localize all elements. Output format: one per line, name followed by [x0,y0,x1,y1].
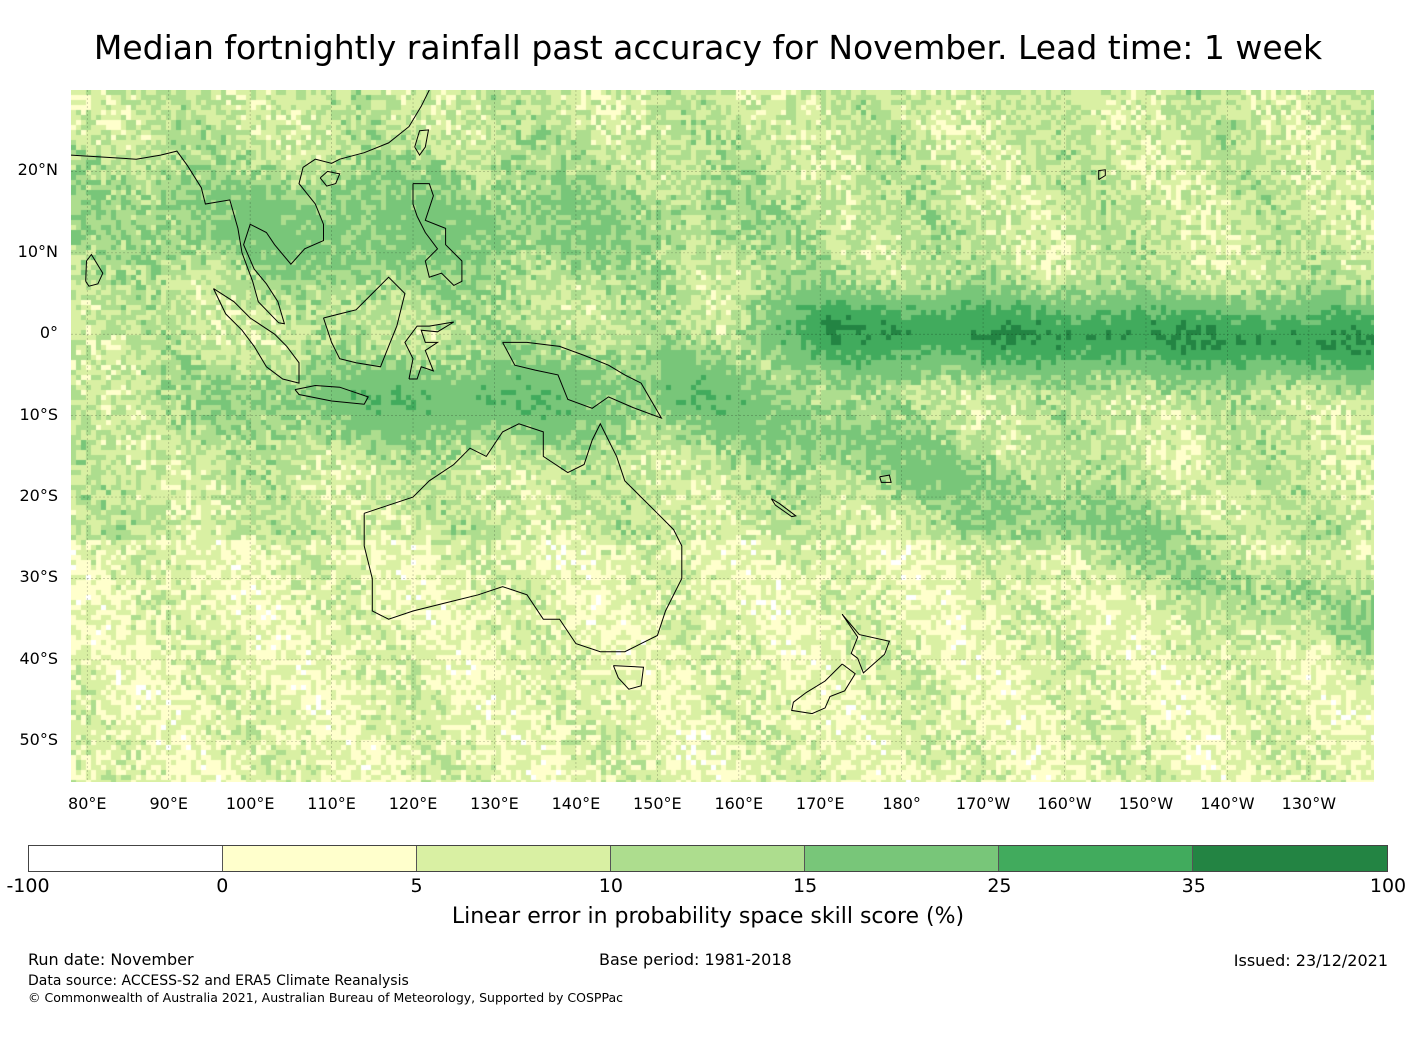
new-zealand-south-outline [791,663,856,715]
lon-tick-label: 130°E [470,794,519,813]
mainland-se-asia-outline [71,90,430,325]
colorbar-label: Linear error in probability space skill … [451,904,965,929]
copyright-notice: © Commonwealth of Australia 2021, Austra… [28,990,623,1005]
data-source: Data source: ACCESS-S2 and ERA5 Climate … [28,973,409,989]
lon-tick-label: 170°E [795,794,845,813]
hainan-outline [319,170,341,187]
colorbar [28,845,1388,872]
skill-score-map[interactable] [71,90,1374,782]
colorbar-segment [29,846,223,871]
new-guinea-outline [502,341,663,420]
lon-tick-label: 80°E [68,794,107,813]
lon-tick-label: 170°W [955,794,1011,813]
lat-tick-label: 20°S [19,486,58,506]
colorbar-segment [999,846,1193,871]
fiji-outline [879,474,892,483]
colorbar-tick-label: 100 [1369,875,1407,897]
colorbar-segment [611,846,805,871]
lat-tick-label: 0° [39,323,58,343]
lon-tick-label: 110°E [307,794,356,813]
lon-tick-label: 140°W [1200,794,1255,813]
borneo-outline [323,276,406,368]
coastline-and-grid-overlay [71,90,1374,782]
coastlines [71,90,1106,715]
lon-tick-label: 160°W [1037,794,1092,813]
colorbar-tick-label: 25 [987,875,1012,897]
colorbar-segment [223,846,417,871]
lon-tick-label: 150°E [633,794,682,813]
lon-tick-label: 90°E [149,794,188,813]
lon-tick-label: 160°E [714,794,764,813]
colorbar-tick-label: 5 [410,875,423,897]
lon-tick-label: 150°W [1118,794,1174,813]
sumatra-outline [213,288,300,384]
colorbar-tick-label: 0 [216,875,229,897]
lat-tick-label: 50°S [19,730,58,750]
colorbar-tick-label: 15 [793,875,818,897]
base-period: Base period: 1981-2018 [599,950,792,969]
run-date: Run date: November [28,950,194,969]
lon-tick-label: 140°E [551,794,601,813]
new-zealand-north-outline [841,613,891,674]
issued-date: Issued: 23/12/2021 [1233,951,1388,970]
java-outline [294,384,369,405]
philippines-outline [412,183,463,287]
lat-tick-label: 10°N [17,241,58,261]
colorbar-segment [805,846,999,871]
australia-outline [363,422,683,653]
lon-tick-label: 100°E [225,794,275,813]
lon-tick-label: 180° [882,794,921,813]
lat-tick-label: 20°N [17,160,58,180]
sulawesi-outline [404,321,455,380]
colorbar-tick-label: 10 [598,875,623,897]
colorbar-segment [417,846,611,871]
colorbar-segment [1193,846,1387,871]
tasmania-outline [612,665,645,690]
hawaii-outline [1098,169,1106,181]
colorbar-tick-label: -100 [6,875,50,897]
lat-tick-label: 40°S [19,648,58,668]
lon-tick-label: 130°W [1281,794,1337,813]
lat-tick-label: 30°S [19,567,58,587]
sri-lanka-outline [85,253,104,287]
map-title: Median fortnightly rainfall past accurac… [93,28,1323,67]
new-caledonia-outline [770,498,798,518]
lon-tick-label: 120°E [388,794,438,813]
taiwan-outline [414,129,430,157]
skill-score-raster [71,90,1374,782]
colorbar-tick-label: 35 [1181,875,1206,897]
lat-tick-label: 10°S [19,404,58,424]
graticule [71,90,1374,782]
